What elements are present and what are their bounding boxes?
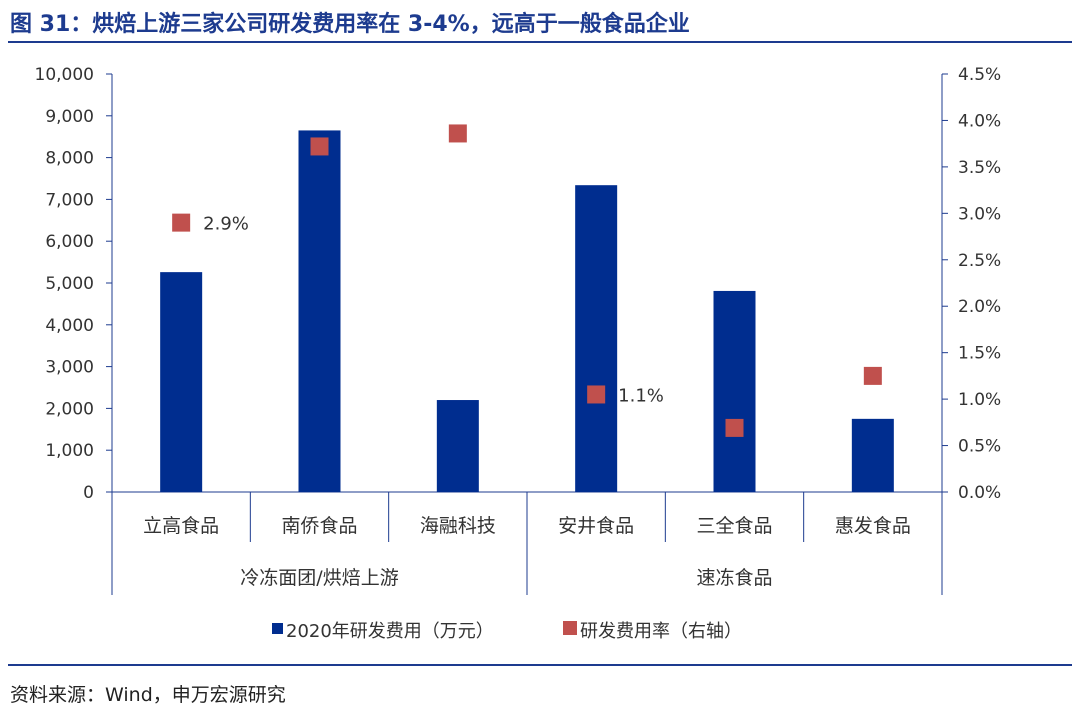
figure-title: 图 31：烘焙上游三家公司研发费用率在 3-4%，远高于一般食品企业 xyxy=(10,12,690,37)
right-tick-label: 3.0% xyxy=(958,204,1001,224)
bar xyxy=(713,290,756,492)
category-label: 安井食品 xyxy=(558,515,634,537)
rate-marker xyxy=(310,137,329,156)
right-tick-label: 0.0% xyxy=(958,483,1001,503)
right-tick-label: 2.5% xyxy=(958,251,1001,271)
right-tick-label: 1.5% xyxy=(958,344,1001,364)
left-tick-label: 6,000 xyxy=(45,232,94,252)
left-tick-label: 3,000 xyxy=(45,358,94,378)
category-label: 惠发食品 xyxy=(835,515,911,537)
legend-marker-swatch xyxy=(563,621,577,635)
footer-rule xyxy=(8,664,1072,666)
legend-bar-label: 2020年研发费用（万元） xyxy=(286,621,494,642)
rate-marker xyxy=(725,418,744,437)
group-label: 冷冻面团/烘焙上游 xyxy=(240,567,398,589)
right-tick-label: 1.0% xyxy=(958,390,1001,410)
bar xyxy=(851,418,894,492)
source-note: 资料来源：Wind，申万宏源研究 xyxy=(10,684,286,706)
group-label: 速冻食品 xyxy=(696,567,772,589)
left-tick-label: 1,000 xyxy=(45,441,94,461)
rate-marker xyxy=(587,385,606,404)
category-label: 海融科技 xyxy=(420,515,496,537)
right-tick-label: 2.0% xyxy=(958,297,1001,317)
category-label: 南侨食品 xyxy=(281,515,357,537)
right-tick-label: 3.5% xyxy=(958,158,1001,178)
legend-marker-label: 研发费用率（右轴） xyxy=(580,621,742,642)
bar xyxy=(298,130,341,492)
left-tick-label: 0 xyxy=(83,483,94,503)
bar xyxy=(436,400,479,492)
left-tick-label: 7,000 xyxy=(45,190,94,210)
data-label: 2.9% xyxy=(203,214,249,235)
rate-marker xyxy=(863,366,882,385)
right-tick-label: 0.5% xyxy=(958,437,1001,457)
data-label: 1.1% xyxy=(618,385,664,406)
bar xyxy=(160,272,203,492)
title-rule xyxy=(8,41,1072,43)
legend-bar-swatch xyxy=(272,623,283,634)
category-label: 三全食品 xyxy=(696,515,772,537)
right-tick-label: 4.0% xyxy=(958,111,1001,131)
rate-marker xyxy=(448,124,467,143)
left-tick-label: 9,000 xyxy=(45,107,94,127)
left-tick-label: 8,000 xyxy=(45,149,94,169)
category-label: 立高食品 xyxy=(143,515,219,537)
left-tick-label: 4,000 xyxy=(45,316,94,336)
left-tick-label: 2,000 xyxy=(45,399,94,419)
bar xyxy=(575,185,618,493)
left-tick-label: 5,000 xyxy=(45,274,94,294)
right-tick-label: 4.5% xyxy=(958,65,1001,85)
rate-marker xyxy=(172,213,191,232)
left-tick-label: 10,000 xyxy=(35,65,94,85)
